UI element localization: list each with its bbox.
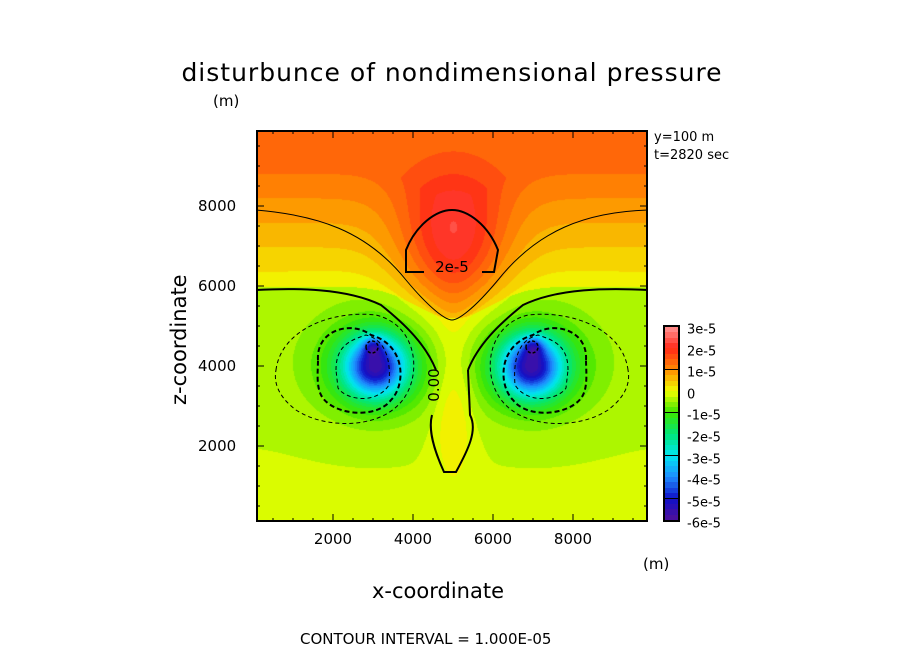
- colorbar-segment: [665, 402, 678, 408]
- colorbar-segment: [665, 444, 678, 451]
- colorbar-segment: [665, 509, 678, 516]
- x-units: (m): [643, 555, 670, 573]
- plot-area: 2e-5 0.00: [256, 130, 648, 522]
- pressure-field: [256, 130, 648, 522]
- colorbar-segment: [665, 466, 678, 473]
- colorbar-segment: [665, 514, 678, 521]
- colorbar-segment: [665, 375, 678, 382]
- colorbar-segment: [665, 439, 678, 446]
- contour-neg2e-5-left: [316, 327, 402, 414]
- title-units: (m): [213, 92, 240, 110]
- colorbar-segment: [665, 348, 678, 355]
- colorbar-segment: [665, 396, 678, 403]
- contour-neg3e-5-right: [514, 334, 569, 399]
- contour-neg2e-5-right: [502, 327, 588, 414]
- contour-zero-bottom: [429, 369, 474, 473]
- colorbar-segment: [665, 359, 678, 366]
- contour-zero-top: [256, 288, 648, 371]
- y-tick-label: 2000: [198, 437, 237, 455]
- colorbar-label: -1e-5: [687, 408, 721, 424]
- contour-neg4e-5-right: [525, 340, 539, 354]
- y-axis-label: z-coordinate: [167, 274, 191, 405]
- colorbar-segment: [665, 455, 678, 462]
- colorbar-segment: [665, 380, 678, 387]
- colorbar-segment: [665, 498, 678, 505]
- colorbar-label: -2e-5: [687, 430, 721, 446]
- annotation-y: y=100 m: [654, 130, 715, 145]
- colorbar-segment: [665, 434, 678, 441]
- colorbar-segment: [665, 461, 678, 467]
- colorbar: [663, 325, 680, 522]
- plot-frame: [256, 130, 648, 522]
- colorbar-segment: [665, 391, 678, 398]
- colorbar-segment: [665, 327, 678, 333]
- contour-overlay: 2e-5 0.00: [256, 130, 648, 522]
- y-tick-label: 6000: [198, 277, 237, 295]
- colorbar-segment: [665, 332, 678, 339]
- contour-1e-5: [256, 209, 648, 321]
- colorbar-segment: [665, 412, 678, 419]
- chart-title: disturbunce of nondimensional pressure: [181, 58, 723, 87]
- contour-neg1e-5-left: [274, 313, 415, 424]
- colorbar-segment: [665, 418, 678, 424]
- colorbar-label: 3e-5: [687, 322, 717, 338]
- contour-2e-5: [405, 208, 500, 273]
- colorbar-segment: [665, 482, 678, 489]
- colorbar-segment: [665, 337, 678, 344]
- contour-neg1e-5-right: [489, 313, 630, 424]
- contour-label-2e-5: 2e-5: [435, 258, 469, 276]
- colorbar-label: -6e-5: [687, 516, 721, 532]
- contour-interval: CONTOUR INTERVAL = 1.000E-05: [300, 630, 552, 648]
- colorbar-label: -4e-5: [687, 473, 721, 489]
- colorbar-segment: [665, 487, 678, 494]
- colorbar-label: 1e-5: [687, 365, 717, 381]
- colorbar-segment: [665, 503, 678, 510]
- annotation-time: t=2820 sec: [654, 148, 730, 163]
- x-axis-label: x-coordinate: [372, 579, 505, 603]
- colorbar-label: 0: [687, 387, 696, 403]
- colorbar-label: -3e-5: [687, 452, 721, 468]
- colorbar-segment: [665, 353, 678, 360]
- x-tick-label: 2000: [313, 530, 353, 548]
- contour-neg3e-5-left: [335, 334, 390, 399]
- x-tick-label: 8000: [553, 530, 593, 548]
- colorbar-segment: [665, 369, 678, 376]
- colorbar-segment: [665, 423, 678, 430]
- y-tick-label: 4000: [198, 357, 237, 375]
- y-tick-label: 8000: [198, 197, 237, 215]
- colorbar-label: -5e-5: [687, 495, 721, 511]
- x-tick-label: 6000: [473, 530, 513, 548]
- contour-label-zero: 0.00: [425, 368, 443, 401]
- x-tick-label: 4000: [393, 530, 433, 548]
- colorbar-segment: [665, 477, 678, 483]
- contour-neg4e-5-left: [365, 340, 379, 354]
- colorbar-label: 2e-5: [687, 344, 717, 360]
